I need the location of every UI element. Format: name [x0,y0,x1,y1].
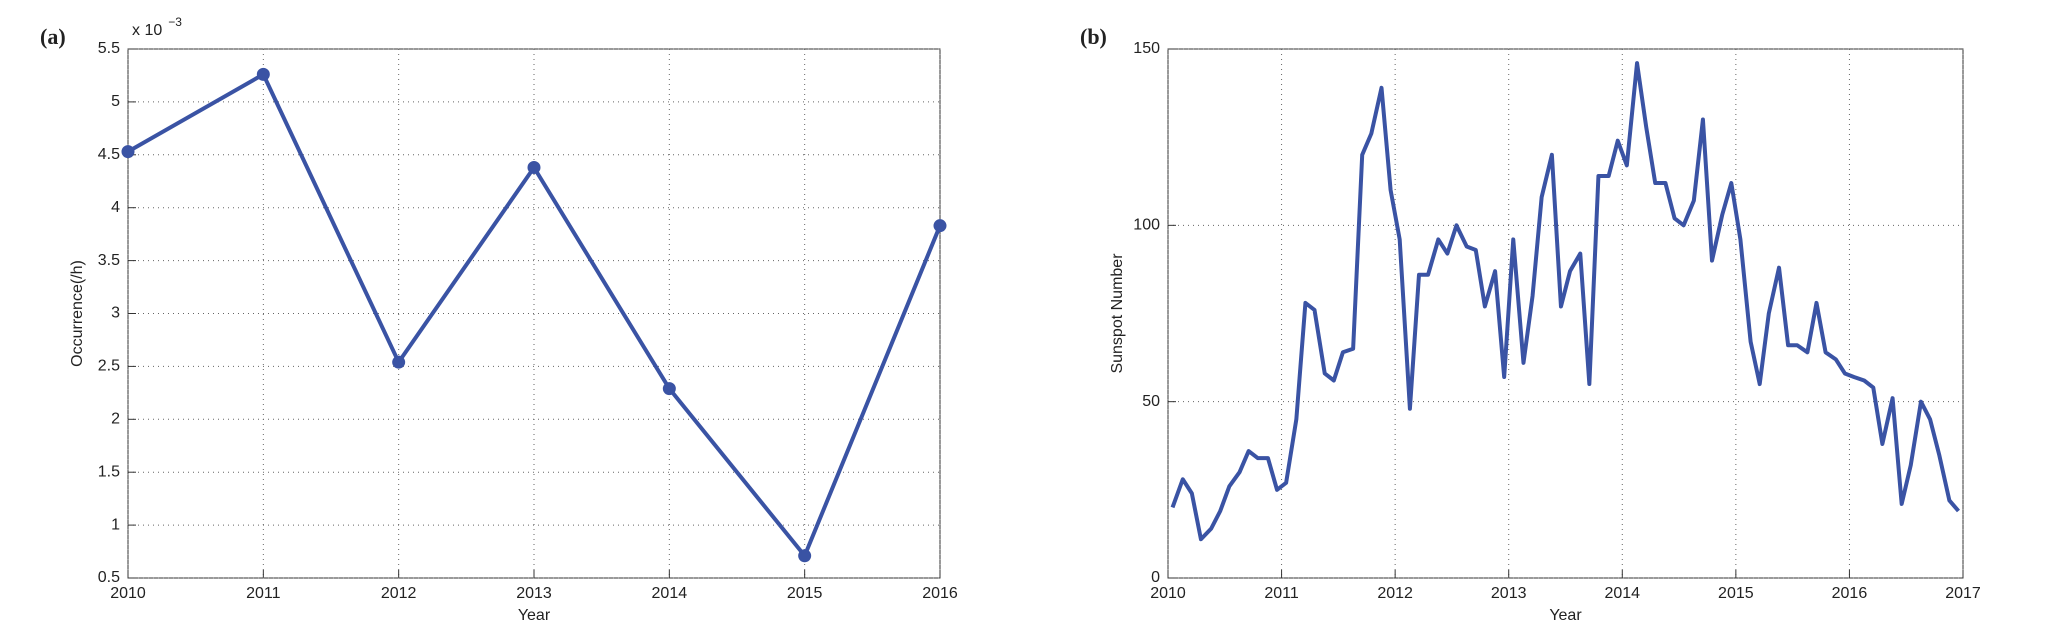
x-tick-label: 2015 [1718,585,1754,602]
axis-multiplier: x 10 −3 [132,15,182,39]
x-tick-label: 2013 [1491,585,1527,602]
panel-label: (b) [1080,24,1107,49]
x-tick-label: 2011 [246,585,281,602]
x-tick-label: 2017 [1945,585,1981,602]
y-tick-label: 2 [111,411,120,428]
y-tick-label: 4.5 [98,146,120,163]
x-tick-label: 2013 [516,585,552,602]
y-tick-label: 3.5 [98,252,120,269]
x-axis-label: Year [1549,607,1582,624]
x-tick-label: 2010 [110,585,146,602]
y-tick-label: 3 [111,305,120,322]
y-tick-label: 1 [111,516,120,533]
panel-label: (a) [40,24,66,49]
series-line [1170,61,1960,542]
y-tick-label: 2.5 [98,358,120,375]
x-tick-label: 2012 [1377,585,1413,602]
data-point [527,160,541,174]
data-point [798,549,812,563]
x-tick-label: 2012 [381,585,417,602]
y-tick-label: 0 [1151,569,1160,586]
y-tick-label: 100 [1133,217,1160,234]
y-tick-label: 150 [1133,40,1160,57]
multiplier-base: x 10 [132,22,162,39]
y-tick-label: 50 [1142,393,1160,410]
x-axis-label: Year [518,607,551,624]
multiplier-power: −3 [168,15,182,29]
x-tick-label: 2016 [922,585,958,602]
y-tick-label: 5 [111,93,120,110]
data-point [256,67,270,81]
data-point [392,355,406,369]
series-line [127,72,942,558]
x-tick-label: 2015 [787,585,823,602]
y-tick-label: 5.5 [98,40,120,57]
x-tick-label: 2014 [652,585,688,602]
data-point [121,145,135,159]
plot-frame [1167,48,1964,579]
y-tick-label: 4 [111,199,120,216]
y-tick-label: 0.5 [98,569,120,586]
data-point [662,382,676,396]
x-tick-label: 2011 [1264,585,1299,602]
data-point [933,219,947,233]
x-tick-label: 2016 [1832,585,1868,602]
y-axis-label: Occurrence(/h) [69,260,86,367]
y-tick-label: 1.5 [98,463,120,480]
x-tick-label: 2014 [1604,585,1640,602]
y-axis-label: Sunspot Number [1109,253,1126,374]
x-tick-label: 2010 [1150,585,1186,602]
